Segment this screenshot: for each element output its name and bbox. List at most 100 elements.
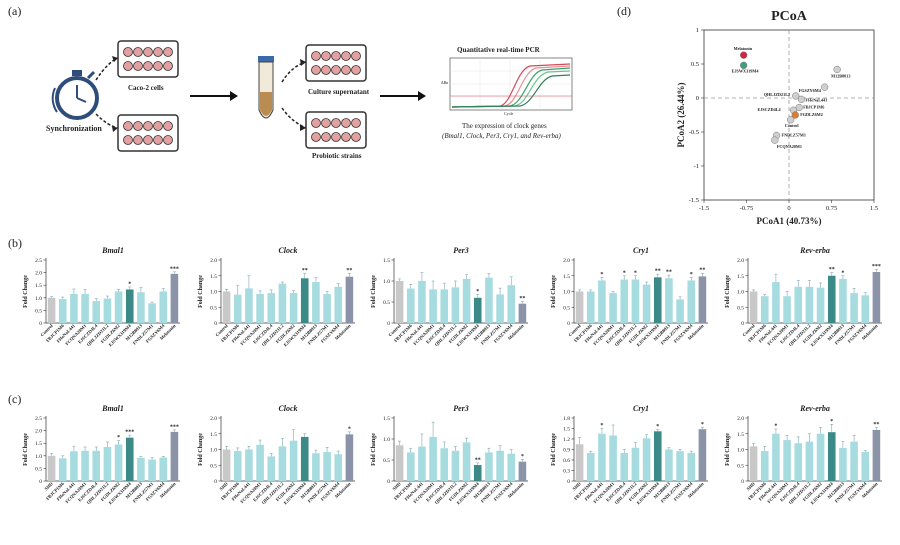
y-axis-label: Fold Change [551,275,557,308]
pcoa-point-label: FBJCP1M6 [803,105,824,110]
pcoa-point [791,111,799,119]
bar [586,453,595,481]
y-tick-label: 0 [387,321,390,327]
bar [850,441,858,481]
significance-marker: ** [519,296,525,302]
y-tick-label: 1.0 [383,437,390,443]
bar [345,276,354,323]
bar [300,436,309,481]
category-label: SHD [746,481,757,492]
bar [58,458,67,481]
bar [687,453,696,481]
y-tick-label: 0.5 [35,466,42,472]
significance-marker: * [774,424,777,430]
bar [631,279,640,323]
bar [440,289,449,323]
y-tick-label: 1.0 [35,296,42,302]
well-plate-strains-icon [305,111,367,149]
bar [289,440,298,481]
bar [395,281,404,323]
bar [406,288,415,323]
significance-marker: * [841,270,844,276]
y-tick-label: 1.0 [737,448,744,454]
pcoa-point [740,51,748,59]
y-axis-label: Fold Change [725,275,731,308]
bar [485,452,493,481]
y-tick-label: 1.0 [35,454,42,460]
bar [429,289,437,323]
bar [233,294,242,323]
y-tick-label: 1.5 [383,416,390,422]
bar [114,291,123,323]
y-tick-label: 0 [741,321,744,327]
bar [278,283,287,323]
y-tick-label: 0 [39,479,42,485]
bar [222,449,231,481]
significance-marker: ** [873,422,879,428]
bar [300,278,309,323]
bar [772,282,780,323]
pcoa-point-label: FGDLZ6M2 [800,112,823,117]
y-tick-label: 0 [741,479,744,485]
bar [170,273,179,323]
bar [586,291,595,323]
y-axis-label: Fold Change [23,275,29,308]
bar [772,433,780,481]
y-tick-label: 0 [214,479,217,485]
y-tick-label: 0 [214,321,217,327]
y-tick-label: 1.5 [737,274,744,280]
chart-title: Cry1 [633,246,649,255]
bar [137,292,145,323]
bar [609,293,617,323]
bar [323,452,331,481]
bar [256,444,264,481]
bar [125,437,134,481]
pcoa-point-label: FHeNaL441 [805,97,827,102]
bar [334,286,343,323]
bar [418,446,426,481]
y-tick-label: 0.6 [563,458,570,464]
y-tick-label: 0.5 [563,305,570,311]
pcoa-point-label: QHLJZD21L2 [764,92,790,97]
pcoa-point-label: Melatonin [734,46,753,51]
y-axis-label: Fold Change [551,433,557,466]
bar [92,450,101,481]
bar [473,297,482,323]
bar [805,286,814,323]
well-plate-supernatant-icon [305,44,367,82]
bar [861,295,870,323]
panel-label-a: (a) [8,4,22,18]
bar [805,441,814,481]
qpcr-x-label: Cycle [504,111,514,116]
bar [334,454,343,481]
bar [70,451,78,481]
y-tick-label: -0.5 [689,129,699,136]
bar [267,456,276,481]
well-plate-bottom-icon [117,114,179,152]
pcoa-point [797,95,806,104]
y-tick-label: 0.5 [737,305,744,311]
significance-marker: * [690,272,693,278]
y-tick-label: 1.5 [35,441,42,447]
pcoa-point [787,116,795,124]
strains-label: Probiotic strains [312,152,362,160]
bar [256,294,264,323]
qpcr-title: Quantitative real-time PCR [457,46,540,54]
y-tick-label: 0.5 [210,305,217,311]
pcoa-point [821,83,829,91]
bar [496,294,504,323]
pcoa-point-label: FNDLZ57M1 [782,132,806,137]
y-tick-label: 0 [567,479,570,485]
significance-marker: ** [699,268,705,274]
x-tick-label: 0.75 [826,205,837,212]
y-axis-label: Fold Change [198,433,204,466]
bar [395,445,404,481]
bar [81,450,89,481]
bar [125,289,134,323]
bar [312,453,320,481]
bar [827,432,836,481]
significance-marker: * [476,289,479,295]
